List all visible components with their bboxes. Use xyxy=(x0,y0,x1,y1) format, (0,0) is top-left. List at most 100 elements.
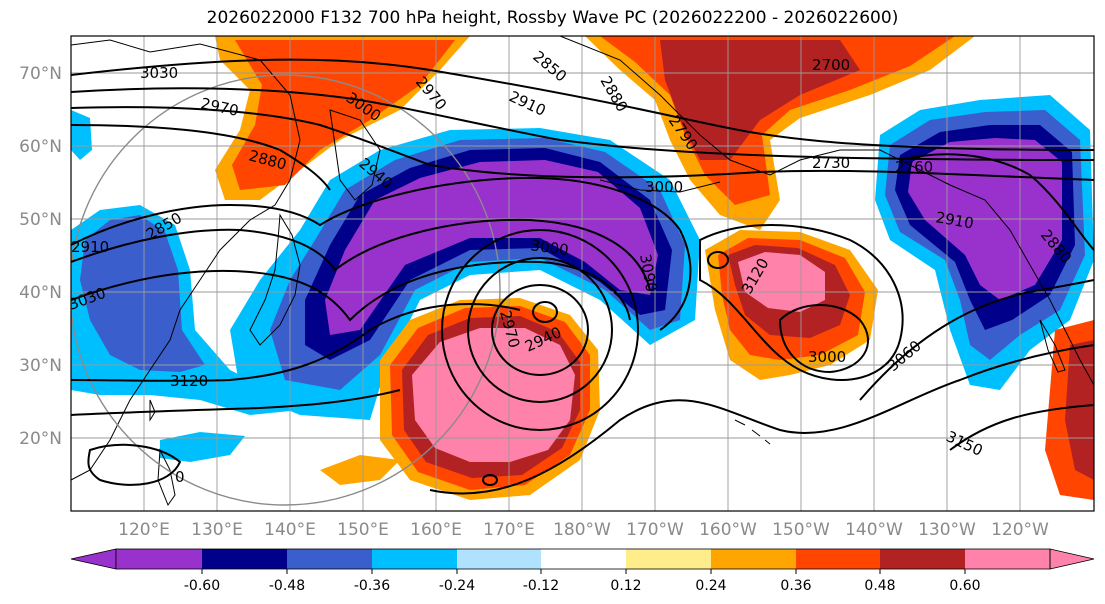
longitude-label: 130°W xyxy=(918,520,976,540)
contour-line xyxy=(71,124,331,191)
contour-label: 3000 xyxy=(529,236,569,259)
contour-label: 2760 xyxy=(895,158,933,176)
negative-anomaly-central-core xyxy=(325,160,658,335)
colorbar-tick-label: -0.12 xyxy=(523,578,559,594)
contour-line xyxy=(429,344,1094,495)
contour-label: 0 xyxy=(175,468,185,486)
coastline-kamchatka xyxy=(329,109,381,201)
colorbar-segment xyxy=(116,549,202,569)
low-center-contour xyxy=(532,301,558,323)
longitude-label: 150°E xyxy=(337,520,389,540)
colorbar-segment xyxy=(626,549,711,569)
colorbar-extend-low xyxy=(70,548,117,570)
map-border xyxy=(70,35,1095,512)
longitude-label: 160°E xyxy=(410,520,462,540)
low-center-contour xyxy=(491,284,589,376)
latitude-label: 50°N xyxy=(19,210,62,230)
contour-label: 3120 xyxy=(170,372,208,390)
contour-line xyxy=(71,58,1094,151)
contour-label: 2730 xyxy=(812,154,850,172)
contour-line xyxy=(778,304,870,374)
contour-line xyxy=(699,224,904,381)
positive-anomaly-north-east-peak xyxy=(660,40,860,160)
coastline-alaska xyxy=(559,36,951,186)
graticule xyxy=(71,36,1094,511)
contour-line xyxy=(859,279,1094,401)
negative-anomaly-patch-south-west xyxy=(160,432,245,462)
longitude-label: 140°E xyxy=(264,520,316,540)
latitude-label: 40°N xyxy=(19,283,62,303)
longitude-axis: 120°E 130°E 140°E 150°E 160°E 170°E 180°… xyxy=(118,520,1049,540)
colorbar-tick-label: 0.60 xyxy=(949,578,980,594)
longitude-label: 170°W xyxy=(626,520,684,540)
coastline-hawaii xyxy=(734,419,771,445)
contour-line xyxy=(71,176,692,331)
longitude-label: 140°W xyxy=(845,520,903,540)
colorbar-tick-label: -0.36 xyxy=(354,578,390,594)
contour-line xyxy=(71,303,521,382)
colorbar-border xyxy=(115,548,1051,570)
low-center-contour xyxy=(467,257,613,403)
longitude-label: 120°W xyxy=(991,520,1049,540)
colorbar-tick-label: 0.36 xyxy=(780,578,811,594)
range-circle xyxy=(71,74,501,506)
coastlines xyxy=(71,36,1094,507)
contour-line xyxy=(899,153,1094,251)
coastline-asia xyxy=(71,39,301,481)
colorbar-segment xyxy=(880,549,965,569)
colorbar-tick-label: 0.48 xyxy=(864,578,895,594)
latitude-label: 30°N xyxy=(19,356,62,376)
longitude-label: 180°W xyxy=(553,520,611,540)
colorbar-segment xyxy=(202,549,287,569)
colorbar-extend-high xyxy=(1049,548,1095,570)
latitude-label: 60°N xyxy=(19,137,62,157)
contour-label: 2910 xyxy=(71,238,109,256)
height-contours xyxy=(71,58,1094,495)
colorbar-ticks xyxy=(201,569,966,574)
colorbar-segment xyxy=(457,549,541,569)
coastline-taiwan xyxy=(149,399,156,422)
colorbar-tick-label: 0.24 xyxy=(695,578,726,594)
colorbar-tick-label: -0.24 xyxy=(439,578,475,594)
colorbar-tick-label: -0.60 xyxy=(184,578,220,594)
latitude-label: 20°N xyxy=(19,429,62,449)
longitude-label: 170°E xyxy=(483,520,535,540)
low-center-contour xyxy=(441,229,639,431)
contour-line xyxy=(71,389,401,416)
small-contour-loop xyxy=(707,251,729,269)
colorbar-tick-label: 0.12 xyxy=(610,578,641,594)
negative-anomaly-far-west xyxy=(71,110,92,160)
latitude-label: 70°N xyxy=(19,64,62,84)
colorbar-segment xyxy=(287,549,372,569)
positive-anomaly-south-central-peak xyxy=(412,328,575,462)
colorbar-segment xyxy=(796,549,880,569)
longitude-label: 120°E xyxy=(118,520,170,540)
negative-anomaly-west-core xyxy=(80,215,205,372)
colorbar-segment xyxy=(711,549,796,569)
positive-anomaly-east-peak xyxy=(738,252,825,312)
longitude-label: 130°E xyxy=(191,520,243,540)
latitude-axis: 70°N 60°N 50°N 40°N 30°N 20°N xyxy=(19,64,62,449)
coastline-japan xyxy=(249,213,301,346)
coastline-baja xyxy=(1039,319,1066,373)
map-title: 2026022000 F132 700 hPa height, Rossby W… xyxy=(206,8,899,28)
colorbar-segment xyxy=(965,549,1050,569)
contour-label: 2700 xyxy=(812,56,850,74)
coastline-philippines xyxy=(157,448,176,507)
contour-line xyxy=(71,260,631,322)
colorbar-segment xyxy=(541,549,626,569)
longitude-label: 150°W xyxy=(772,520,830,540)
colorbar: -0.60 -0.48 -0.36 -0.24 -0.12 0.12 0.24 … xyxy=(70,548,1095,594)
contour-line xyxy=(71,218,651,291)
map-plot-area: 3030 3000 2970 2880 2940 2850 2910 3030 … xyxy=(71,36,1094,511)
contour-label: 3000 xyxy=(645,178,683,196)
contour-label: 3000 xyxy=(808,348,846,366)
coastline-aleutians xyxy=(599,179,721,193)
contour-line xyxy=(87,443,182,486)
contour-label: 3030 xyxy=(140,64,178,82)
positive-anomaly-south-east-core xyxy=(1065,340,1094,480)
colorbar-segment xyxy=(372,549,457,569)
contour-line xyxy=(71,106,1094,181)
contour-line xyxy=(949,404,1094,451)
